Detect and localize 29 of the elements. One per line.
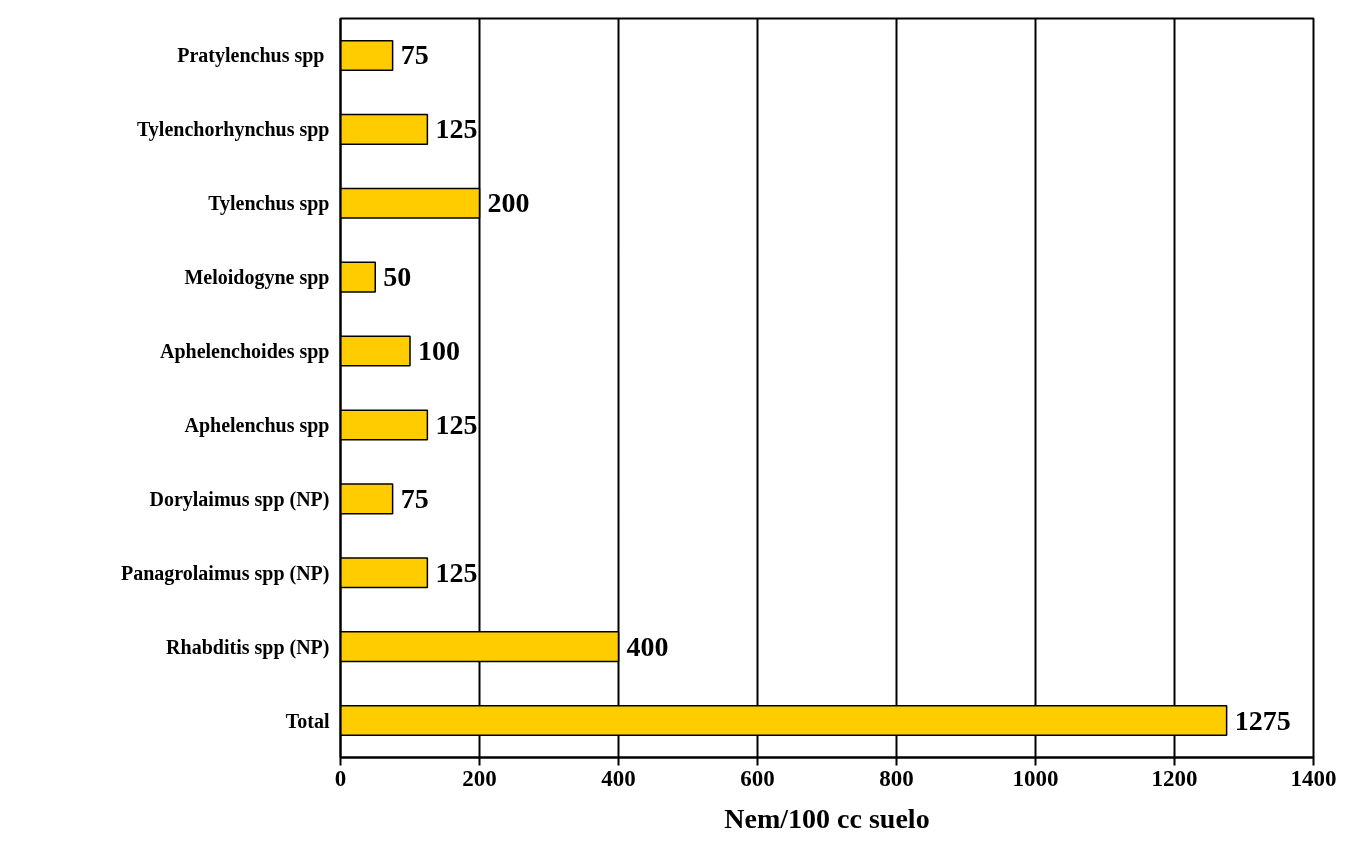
- x-tick-label: 0: [334, 765, 347, 791]
- y-tick-label: Meloidogyne spp: [184, 266, 330, 290]
- y-tick-label: Tylenchus spp: [208, 192, 330, 216]
- y-tick-label: Dorylaimus spp (NP): [149, 487, 330, 511]
- y-tick-label: Rhabditis spp (NP): [166, 635, 330, 659]
- y-tick-label: Panagrolaimus spp (NP): [120, 561, 330, 585]
- x-tick-label: 1000: [1012, 765, 1059, 791]
- data-label: 75: [400, 482, 429, 514]
- x-tick-label: 800: [879, 765, 914, 791]
- data-label: 200: [487, 187, 530, 219]
- x-axis-title: Nem/100 cc suelo: [724, 802, 930, 834]
- data-label: 75: [400, 39, 429, 71]
- data-label: 1275: [1234, 704, 1291, 736]
- x-tick-label: 200: [462, 765, 497, 791]
- x-tick-label: 1200: [1151, 765, 1198, 791]
- x-tick-label: 600: [740, 765, 775, 791]
- data-label: 125: [435, 113, 478, 145]
- data-label: 50: [383, 261, 412, 293]
- data-label: 100: [418, 335, 460, 367]
- data-label: 400: [626, 630, 669, 662]
- y-tick-label: Tylenchorhynchus spp: [137, 118, 330, 142]
- y-tick-label: Total: [285, 709, 330, 732]
- x-tick-label: 400: [601, 765, 636, 791]
- data-label: 125: [435, 408, 478, 440]
- y-tick-label: Aphelenchoides spp: [160, 340, 330, 364]
- y-tick-label: Aphelenchus spp: [184, 413, 330, 437]
- data-label: 125: [435, 556, 478, 588]
- y-tick-label: Pratylenchus spp: [177, 44, 325, 68]
- x-tick-label: 1400: [1290, 765, 1337, 791]
